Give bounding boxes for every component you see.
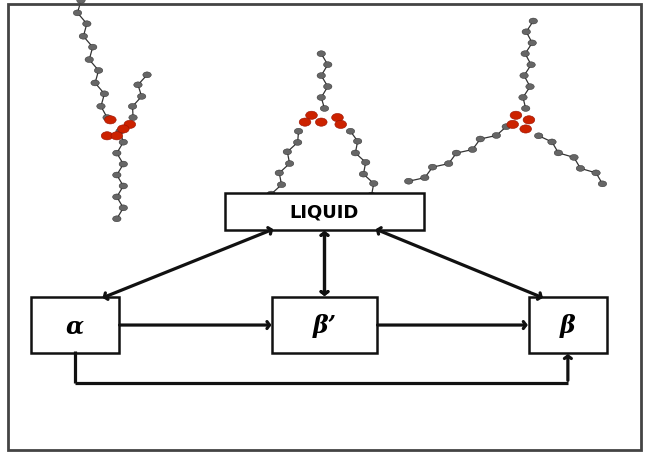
Circle shape (527, 63, 535, 69)
Circle shape (360, 172, 368, 178)
Circle shape (521, 51, 530, 57)
Circle shape (354, 139, 362, 145)
Circle shape (119, 162, 127, 168)
Circle shape (548, 140, 556, 146)
Circle shape (129, 104, 137, 110)
Circle shape (335, 121, 347, 129)
Circle shape (351, 151, 360, 157)
Circle shape (529, 19, 537, 25)
Circle shape (88, 45, 97, 51)
Circle shape (592, 171, 600, 177)
Circle shape (386, 223, 394, 229)
Circle shape (269, 203, 278, 209)
FancyBboxPatch shape (31, 298, 119, 353)
Circle shape (97, 104, 105, 110)
Circle shape (315, 119, 327, 127)
Circle shape (361, 160, 370, 166)
Circle shape (598, 182, 607, 187)
Circle shape (576, 166, 585, 172)
Circle shape (116, 129, 125, 135)
Circle shape (445, 161, 453, 167)
Circle shape (283, 150, 291, 156)
Text: LIQUID: LIQUID (290, 202, 359, 221)
Circle shape (104, 116, 116, 125)
Circle shape (293, 140, 302, 146)
Circle shape (112, 172, 121, 178)
Circle shape (317, 73, 326, 79)
Circle shape (85, 57, 93, 63)
Circle shape (554, 151, 563, 157)
Circle shape (119, 206, 127, 211)
FancyBboxPatch shape (225, 193, 424, 230)
Circle shape (259, 213, 267, 219)
FancyBboxPatch shape (528, 298, 607, 353)
Circle shape (277, 182, 286, 188)
Circle shape (378, 202, 386, 208)
Circle shape (138, 94, 146, 100)
Circle shape (570, 155, 578, 161)
Circle shape (452, 151, 461, 157)
Circle shape (267, 192, 275, 197)
Circle shape (113, 151, 121, 157)
Circle shape (143, 73, 151, 79)
Circle shape (404, 179, 413, 185)
Circle shape (332, 114, 343, 122)
Circle shape (469, 147, 477, 153)
Circle shape (124, 121, 136, 129)
Circle shape (522, 106, 530, 112)
Circle shape (79, 34, 88, 40)
Circle shape (91, 81, 99, 87)
Circle shape (112, 195, 121, 200)
Circle shape (77, 0, 85, 5)
Text: α: α (66, 313, 84, 337)
Circle shape (369, 181, 378, 187)
Circle shape (347, 129, 355, 135)
Circle shape (286, 161, 294, 167)
Circle shape (476, 137, 485, 143)
Circle shape (101, 132, 113, 141)
Circle shape (317, 96, 326, 101)
Circle shape (519, 95, 527, 101)
Circle shape (94, 68, 103, 74)
Circle shape (428, 165, 437, 171)
Circle shape (421, 175, 429, 181)
Circle shape (323, 62, 332, 68)
Circle shape (321, 106, 329, 112)
Circle shape (117, 126, 129, 134)
Circle shape (492, 133, 500, 139)
Circle shape (317, 51, 326, 57)
Text: β: β (560, 313, 576, 337)
Circle shape (261, 224, 269, 230)
Circle shape (119, 183, 127, 189)
Circle shape (522, 30, 530, 35)
Circle shape (73, 11, 82, 17)
Circle shape (523, 116, 535, 125)
Circle shape (119, 140, 127, 146)
Circle shape (323, 84, 332, 90)
Circle shape (112, 216, 121, 222)
Circle shape (526, 85, 534, 91)
Circle shape (520, 126, 532, 134)
Circle shape (134, 83, 142, 89)
Circle shape (367, 193, 376, 199)
Circle shape (520, 73, 528, 79)
FancyBboxPatch shape (273, 298, 376, 353)
Text: β’: β’ (313, 313, 336, 337)
Circle shape (375, 214, 384, 220)
Circle shape (528, 41, 537, 47)
Circle shape (295, 129, 303, 135)
Circle shape (275, 171, 284, 177)
Circle shape (502, 125, 511, 131)
Circle shape (306, 112, 317, 120)
Circle shape (129, 116, 138, 121)
Circle shape (507, 121, 519, 129)
Circle shape (82, 22, 91, 28)
Circle shape (535, 133, 543, 139)
Circle shape (299, 119, 311, 127)
Circle shape (103, 116, 112, 121)
Circle shape (111, 132, 123, 141)
Circle shape (510, 112, 522, 120)
Circle shape (100, 91, 108, 97)
